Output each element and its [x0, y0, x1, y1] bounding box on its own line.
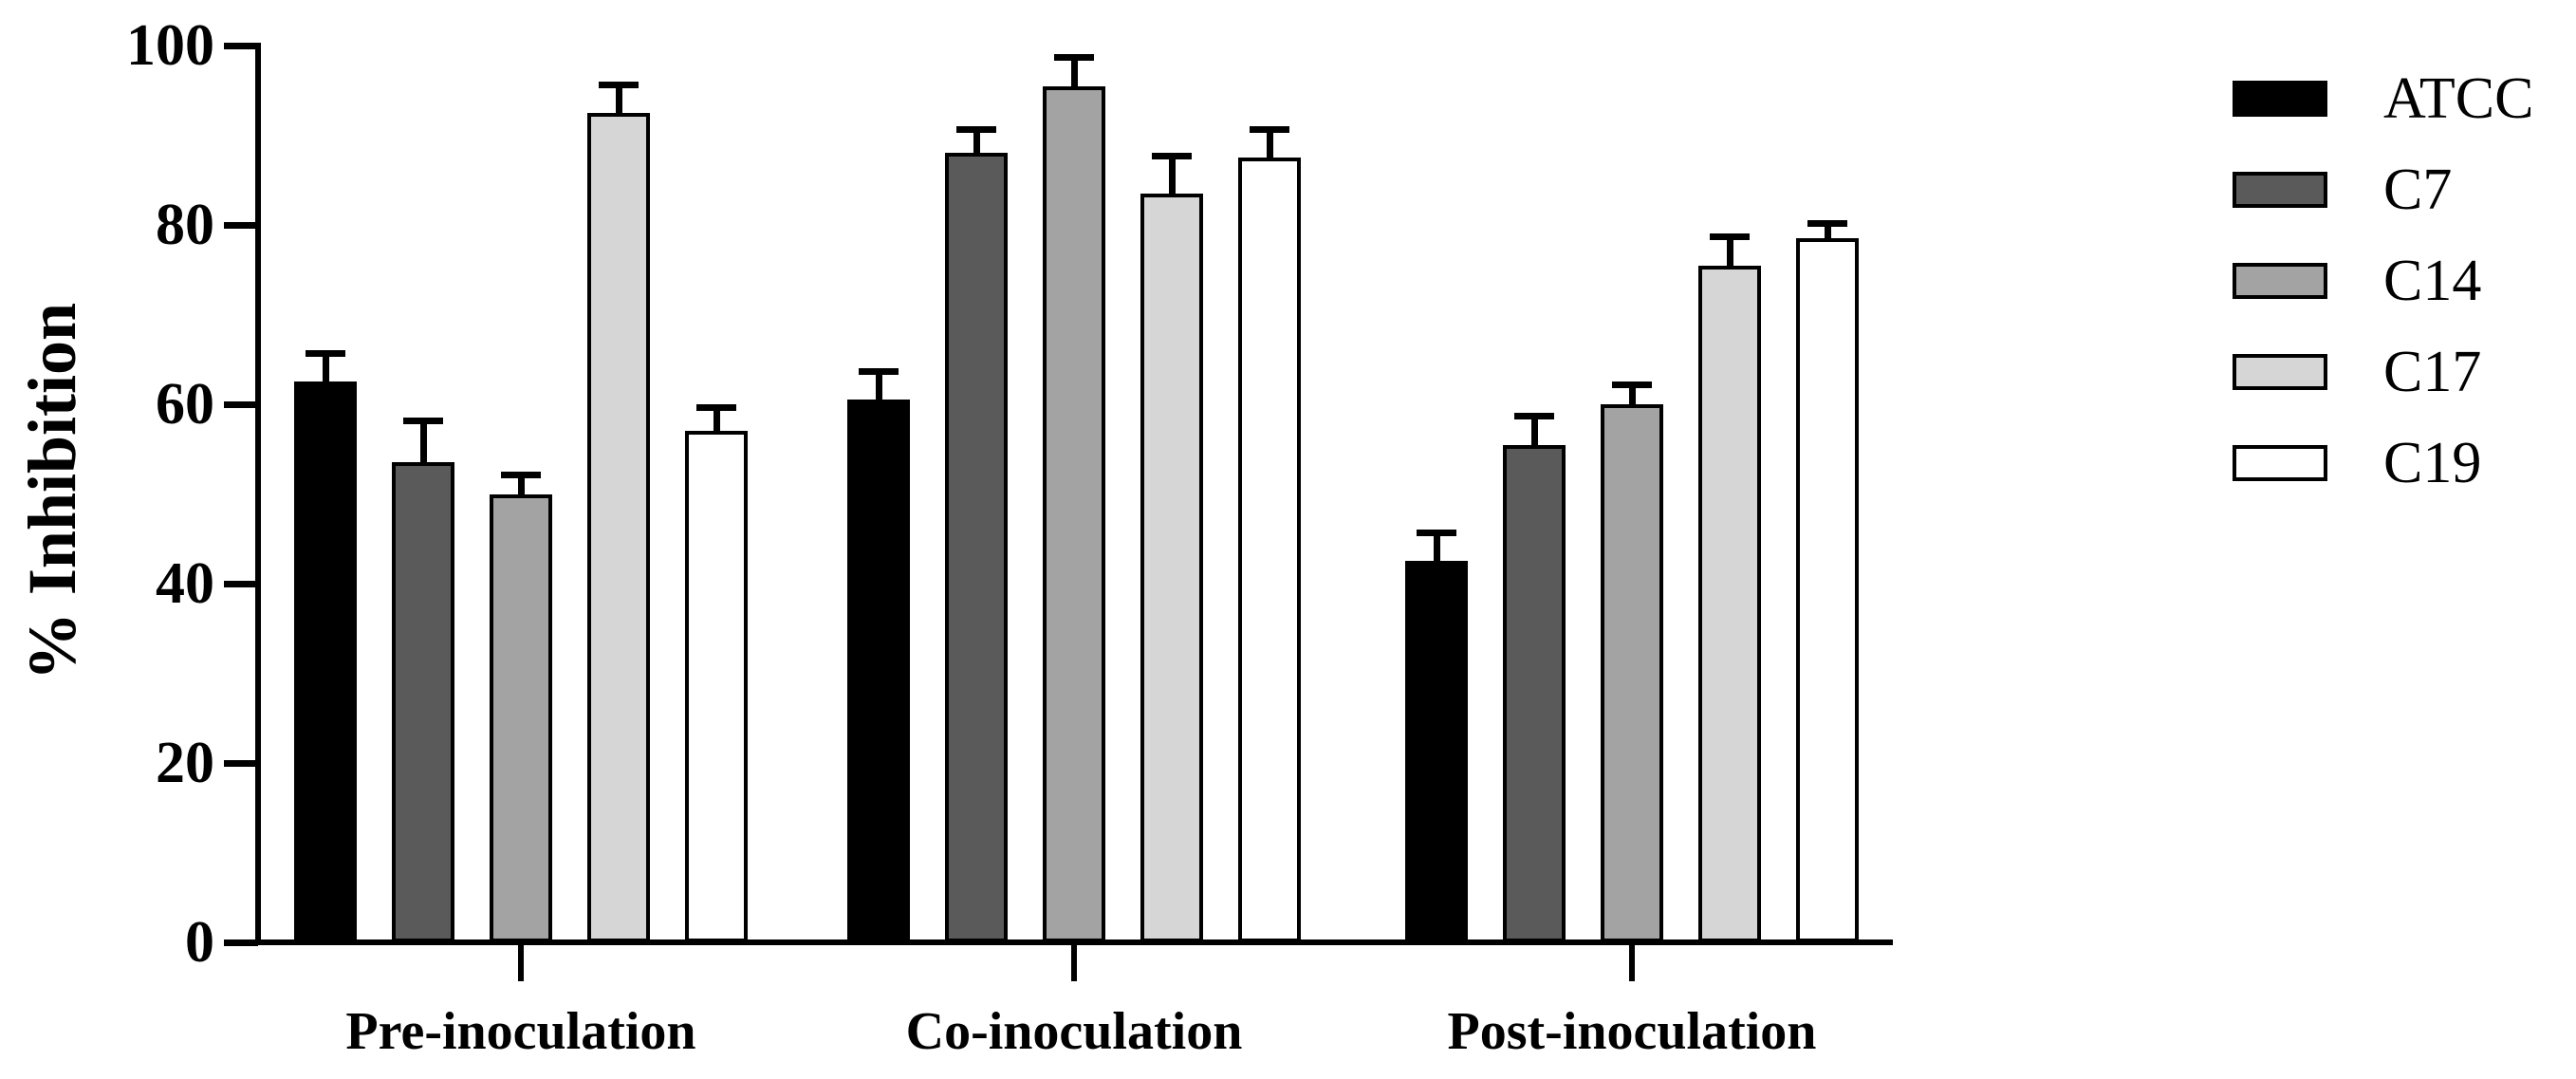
error-bar-stem: [419, 418, 427, 463]
error-bar-cap: [1807, 220, 1847, 228]
error-bar-cap: [1054, 54, 1094, 62]
bar: [1405, 561, 1468, 942]
bar: [392, 462, 454, 942]
error-bar-cap: [403, 418, 443, 425]
error-bar-cap: [599, 81, 639, 88]
legend-swatch: [2233, 354, 2327, 390]
y-axis-tick: [224, 759, 258, 767]
x-axis-tick: [1629, 945, 1635, 981]
error-bar-cap: [1710, 233, 1750, 241]
category-label: Co-inoculation: [905, 1002, 1243, 1061]
error-bar-stem: [713, 404, 720, 432]
x-axis-tick: [1071, 945, 1077, 981]
y-axis-tick-label: 80: [156, 193, 214, 257]
legend-swatch: [2233, 445, 2327, 481]
bar: [1698, 265, 1761, 942]
error-bar-stem: [1726, 233, 1733, 266]
bar: [685, 431, 748, 942]
error-bar-cap: [1612, 381, 1652, 389]
y-axis-tick-label: 20: [156, 731, 214, 795]
legend-label: C19: [2383, 431, 2482, 495]
y-axis-tick-label: 60: [156, 372, 214, 437]
bar: [587, 112, 650, 942]
error-bar-stem: [1628, 381, 1636, 404]
category-label: Pre-inoculation: [345, 1002, 696, 1061]
y-axis-line: [255, 43, 261, 945]
error-bar-stem: [1168, 153, 1176, 194]
legend-label: C17: [2383, 340, 2482, 404]
bar: [294, 381, 357, 942]
bar: [1238, 158, 1301, 942]
bar: [1796, 238, 1859, 942]
bar: [1503, 444, 1566, 942]
legend-label: C14: [2383, 249, 2482, 313]
legend-label: ATCC: [2383, 66, 2534, 131]
legend-swatch: [2233, 172, 2327, 208]
y-axis-tick-label: 0: [185, 910, 214, 975]
y-axis-tick: [224, 939, 258, 946]
y-axis-tick-label: 40: [156, 551, 214, 616]
error-bar-cap: [306, 350, 345, 358]
error-bar-stem: [875, 368, 882, 400]
error-bar-stem: [1266, 126, 1273, 158]
category-label: Post-inoculation: [1447, 1002, 1817, 1061]
error-bar-stem: [517, 471, 525, 494]
y-axis-tick: [224, 580, 258, 587]
bar: [1043, 85, 1105, 942]
error-bar-stem: [1530, 413, 1538, 445]
error-bar-cap: [1514, 413, 1554, 420]
legend-label: C7: [2383, 158, 2453, 222]
error-bar-cap: [1152, 153, 1192, 160]
y-axis-tick-label: 100: [126, 13, 214, 78]
error-bar-cap: [501, 471, 541, 478]
bar: [847, 400, 910, 942]
bar: [1140, 193, 1203, 942]
legend-swatch: [2233, 81, 2327, 117]
error-bar-stem: [1824, 220, 1831, 239]
y-axis-tick: [224, 221, 258, 229]
bar: [1601, 404, 1663, 942]
error-bar-stem: [322, 350, 329, 382]
bar: [945, 153, 1008, 942]
bar: [490, 493, 552, 942]
error-bar-stem: [1070, 54, 1078, 86]
error-bar-cap: [1250, 126, 1289, 134]
y-axis-tick: [224, 400, 258, 408]
error-bar-stem: [615, 81, 622, 113]
error-bar-cap: [696, 404, 736, 411]
legend-swatch: [2233, 263, 2327, 299]
y-axis-tick: [224, 42, 258, 49]
error-bar-stem: [973, 126, 980, 154]
error-bar-stem: [1433, 530, 1440, 562]
x-axis-tick: [518, 945, 524, 981]
error-bar-cap: [956, 126, 996, 134]
x-axis-line: [255, 939, 1893, 945]
error-bar-cap: [859, 368, 899, 376]
error-bar-cap: [1417, 530, 1456, 537]
